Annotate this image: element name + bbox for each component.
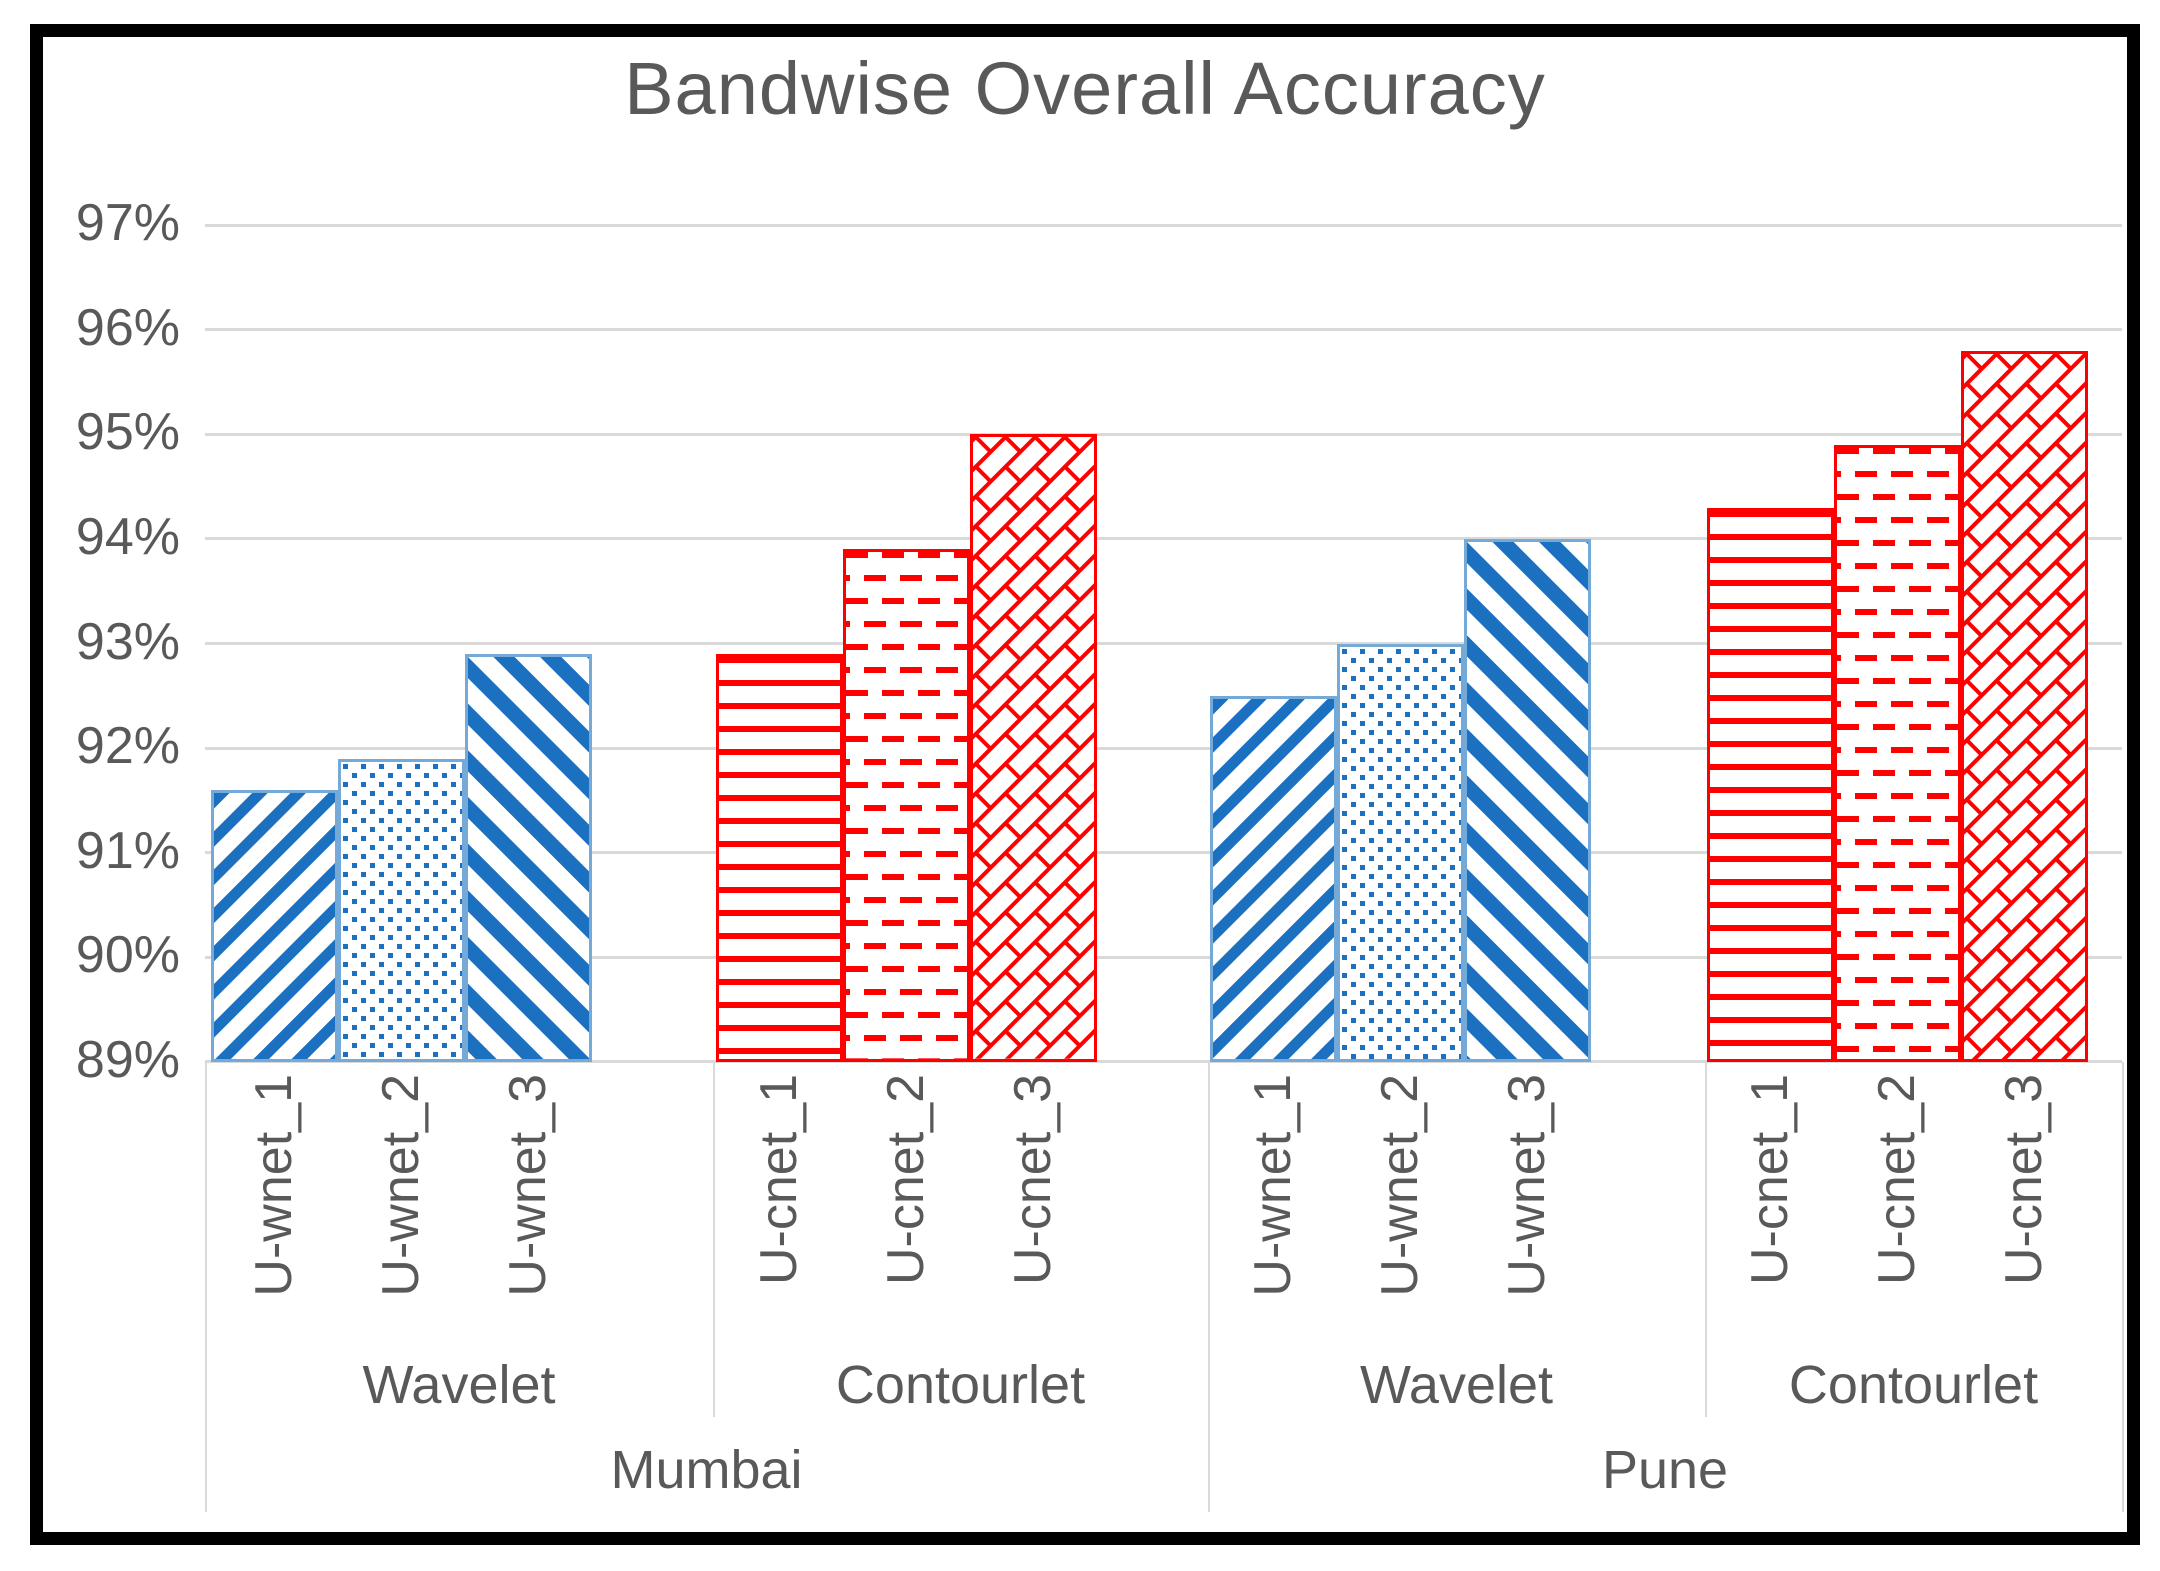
dot-grid-fill — [1340, 646, 1461, 1059]
x-axis-label: U-cnet_1 — [1740, 1074, 1799, 1285]
transform-label: Wavelet — [362, 1355, 556, 1415]
bar-u-cnet_3 — [1961, 350, 2088, 1062]
bold-diagonal-down-stripes-fill — [468, 656, 589, 1059]
transform-axis-divider — [713, 1062, 715, 1417]
city-label: Pune — [1601, 1440, 1729, 1500]
horizontal-lines-fill — [1710, 510, 1831, 1059]
bar-u-cnet_2 — [843, 549, 970, 1062]
bar-u-cnet_2 — [1834, 444, 1961, 1062]
thin-diagonal-up-stripes-fill — [1213, 698, 1334, 1059]
bar-u-cnet_1 — [1707, 507, 1834, 1062]
x-axis-label: U-cnet_1 — [749, 1074, 808, 1285]
gridline — [205, 537, 2122, 541]
y-tick-label: 93% — [75, 612, 180, 671]
gridline — [205, 642, 2122, 645]
city-axis-divider — [1208, 1062, 1210, 1512]
gridline — [205, 432, 2122, 436]
bar-u-cnet_1 — [716, 653, 843, 1062]
chart-title: Bandwise Overall Accuracy — [624, 47, 1546, 130]
x-axis-label: U-cnet_3 — [1003, 1074, 1062, 1285]
bold-diagonal-down-stripes-fill — [1467, 541, 1588, 1059]
x-axis-label: U-cnet_3 — [1994, 1074, 2053, 1285]
plot-area — [205, 148, 2122, 1063]
gridline — [205, 851, 2122, 855]
bar-u-wnet_1 — [1210, 695, 1337, 1062]
y-tick-label: 94% — [75, 507, 180, 566]
gridline — [205, 955, 2122, 959]
y-tick-label: 95% — [75, 403, 180, 462]
horizontal-dashes-fill — [1837, 447, 1958, 1059]
x-axis-label: U-wnet_2 — [371, 1074, 430, 1297]
gridline — [205, 328, 2122, 332]
y-tick-label: 96% — [75, 298, 180, 357]
horizontal-lines-fill — [719, 656, 840, 1059]
bar-u-wnet_1 — [211, 789, 338, 1062]
thin-diagonal-up-stripes-fill — [214, 792, 335, 1059]
transform-axis-divider — [1705, 1062, 1707, 1417]
gridline — [205, 223, 2122, 227]
city-axis-divider — [2122, 1062, 2124, 1512]
transform-label: Contourlet — [835, 1355, 1086, 1415]
x-axis-label: U-wnet_1 — [1243, 1074, 1302, 1297]
x-axis-label: U-wnet_2 — [1370, 1074, 1429, 1297]
horizontal-dashes-fill — [846, 552, 967, 1059]
x-axis-label: U-wnet_3 — [498, 1074, 557, 1297]
x-axis-line — [205, 1060, 2122, 1063]
bar-u-wnet_2 — [1337, 643, 1464, 1062]
diagonal-bricks-fill — [973, 437, 1094, 1059]
diagonal-bricks-fill — [1964, 353, 2085, 1059]
y-tick-label: 89% — [75, 1030, 180, 1089]
transform-label: Contourlet — [1788, 1355, 2039, 1415]
city-axis-divider — [205, 1062, 207, 1512]
gridline — [205, 746, 2122, 750]
x-axis-label: U-wnet_3 — [1497, 1074, 1556, 1297]
y-tick-label: 92% — [75, 717, 180, 776]
bar-u-cnet_3 — [970, 434, 1097, 1062]
y-tick-label: 97% — [75, 193, 180, 252]
bar-u-wnet_3 — [465, 653, 592, 1062]
x-axis-label: U-cnet_2 — [876, 1074, 935, 1285]
city-label: Mumbai — [610, 1440, 803, 1500]
y-tick-label: 90% — [75, 926, 180, 985]
bar-u-wnet_3 — [1464, 538, 1591, 1062]
x-axis-label: U-cnet_2 — [1867, 1074, 1926, 1285]
transform-label: Wavelet — [1359, 1355, 1554, 1415]
bar-u-wnet_2 — [338, 758, 465, 1062]
x-axis-label: U-wnet_1 — [244, 1074, 303, 1297]
y-tick-label: 91% — [75, 821, 180, 880]
dot-grid-fill — [341, 761, 462, 1059]
